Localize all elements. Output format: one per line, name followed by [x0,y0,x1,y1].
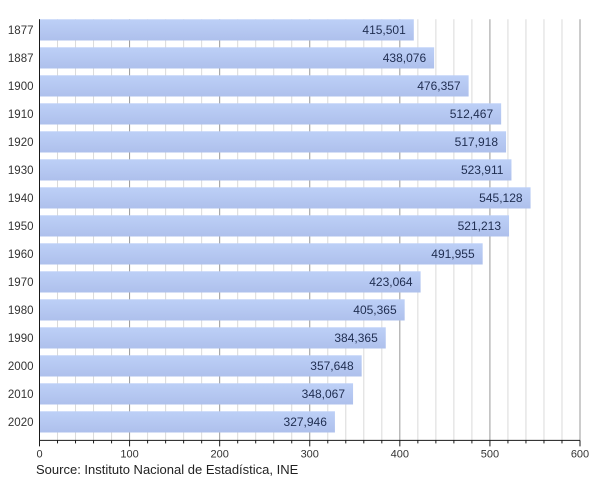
svg-text:348,067: 348,067 [302,387,346,401]
svg-text:200: 200 [210,448,228,460]
svg-text:300: 300 [301,448,319,460]
svg-text:100: 100 [120,448,138,460]
svg-text:1950: 1950 [8,221,34,233]
svg-text:500: 500 [481,448,499,460]
svg-text:512,467: 512,467 [450,107,494,121]
svg-text:405,365: 405,365 [353,303,397,317]
svg-text:1910: 1910 [8,109,34,121]
svg-text:1990: 1990 [8,333,34,345]
svg-text:517,918: 517,918 [455,135,499,149]
svg-text:1900: 1900 [8,81,34,93]
svg-text:1980: 1980 [8,305,34,317]
svg-text:423,064: 423,064 [369,275,413,289]
svg-text:2010: 2010 [8,389,34,401]
svg-text:0: 0 [36,448,42,460]
svg-text:1877: 1877 [8,25,34,37]
svg-text:384,365: 384,365 [334,331,378,345]
svg-text:357,648: 357,648 [310,359,354,373]
svg-text:1960: 1960 [8,249,34,261]
svg-text:491,955: 491,955 [431,247,475,261]
svg-text:400: 400 [391,448,409,460]
svg-text:2000: 2000 [8,361,34,373]
svg-text:1930: 1930 [8,165,34,177]
svg-text:438,076: 438,076 [383,51,427,65]
svg-text:1970: 1970 [8,277,34,289]
svg-text:2020: 2020 [8,417,34,429]
svg-text:476,357: 476,357 [417,79,461,93]
svg-text:1920: 1920 [8,137,34,149]
svg-text:521,213: 521,213 [458,219,502,233]
svg-text:523,911: 523,911 [461,163,504,177]
svg-text:415,501: 415,501 [362,23,406,37]
svg-text:600: 600 [571,448,589,460]
svg-text:1887: 1887 [8,53,34,65]
svg-text:545,128: 545,128 [479,191,523,205]
svg-text:327,946: 327,946 [284,415,328,429]
svg-text:1940: 1940 [8,193,34,205]
